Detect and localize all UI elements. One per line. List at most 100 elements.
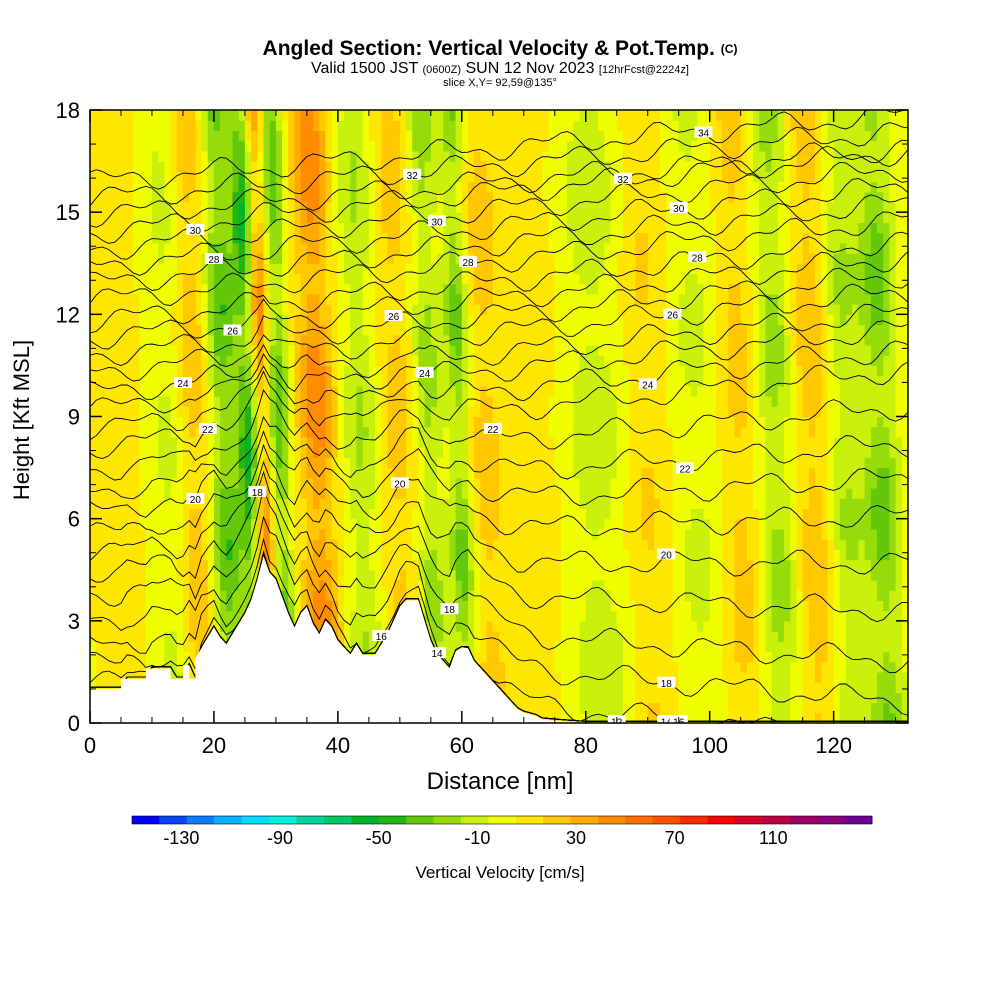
heat-cell xyxy=(591,436,599,448)
heat-cell xyxy=(319,324,327,336)
heat-cell xyxy=(517,416,525,428)
heat-cell xyxy=(195,641,203,653)
heat-cell xyxy=(90,477,97,489)
heat-cell xyxy=(536,488,543,499)
heat-cell xyxy=(133,222,141,234)
heat-cell xyxy=(523,355,531,367)
heat-cell xyxy=(114,447,122,458)
heat-cell xyxy=(151,365,159,377)
heat-cell xyxy=(251,161,258,172)
heat-cell xyxy=(120,518,128,530)
heat-cell xyxy=(151,293,159,305)
heat-cell xyxy=(251,304,258,315)
heat-cell xyxy=(424,161,432,172)
heat-cell xyxy=(269,253,277,264)
heat-cell xyxy=(492,232,500,244)
heat-cell xyxy=(120,191,128,203)
heat-cell xyxy=(548,140,556,152)
heat-cell xyxy=(511,620,519,632)
heat-cell xyxy=(294,273,302,285)
heat-cell xyxy=(176,590,184,601)
heat-cell xyxy=(591,467,599,479)
heat-cell xyxy=(145,191,153,203)
heat-cell xyxy=(139,528,147,540)
heat-cell xyxy=(591,283,599,295)
heat-cell xyxy=(567,477,574,489)
heat-cell xyxy=(480,416,488,428)
heat-cell xyxy=(127,549,134,561)
heat-cell xyxy=(108,110,116,121)
heat-cell xyxy=(170,181,178,193)
heat-cell xyxy=(424,355,432,367)
heat-cell xyxy=(381,518,389,530)
heat-cell xyxy=(554,528,562,540)
chart-subtitle: Valid 1500 JST (0600Z) SUN 12 Nov 2023 [… xyxy=(311,60,689,77)
heat-cell xyxy=(598,324,605,336)
heat-cell xyxy=(133,539,141,550)
heat-cell xyxy=(350,600,358,612)
heat-cell xyxy=(437,590,444,601)
heat-cell xyxy=(387,222,395,234)
heat-cell xyxy=(182,610,190,622)
heat-cell xyxy=(381,304,389,315)
heat-cell xyxy=(554,191,562,203)
heat-cell xyxy=(375,222,382,234)
heat-cell xyxy=(96,365,103,377)
heat-cell xyxy=(437,181,444,193)
heat-cell xyxy=(275,273,283,285)
heat-cell xyxy=(461,600,469,612)
heat-cell xyxy=(133,406,141,418)
heat-cell xyxy=(554,253,562,264)
heat-cell xyxy=(542,181,550,193)
heat-cell xyxy=(344,375,351,387)
heat-cell xyxy=(356,508,364,520)
heat-cell xyxy=(151,355,159,367)
heat-cell xyxy=(560,579,568,591)
heat-cell xyxy=(275,334,283,346)
heat-cell xyxy=(554,559,562,571)
heat-cell xyxy=(263,263,271,275)
heat-cell xyxy=(127,181,134,193)
heat-cell xyxy=(127,344,134,356)
heat-cell xyxy=(145,539,153,550)
heat-cell xyxy=(331,161,339,172)
heat-cell xyxy=(96,212,103,223)
heat-cell xyxy=(313,385,320,397)
heat-cell xyxy=(300,263,308,275)
heat-cell xyxy=(319,488,327,499)
heat-cell xyxy=(306,304,314,315)
heat-cell xyxy=(430,385,438,397)
heat-cell xyxy=(251,528,258,540)
heat-cell xyxy=(226,631,234,642)
heat-cell xyxy=(542,651,550,663)
heat-cell xyxy=(201,518,209,530)
heat-cell xyxy=(288,232,296,244)
heat-cell xyxy=(176,539,184,550)
heat-cell xyxy=(548,702,556,714)
heat-cell xyxy=(313,590,320,601)
heat-cell xyxy=(461,569,469,581)
heat-cell xyxy=(232,344,240,356)
heat-cell xyxy=(325,150,333,162)
heat-cell xyxy=(350,222,358,234)
heat-cell xyxy=(350,396,358,407)
heat-cell xyxy=(474,641,482,653)
heat-cell xyxy=(288,610,296,622)
heat-cell xyxy=(102,579,110,591)
heat-cell xyxy=(368,375,376,387)
heat-cell xyxy=(325,416,333,428)
heat-cell xyxy=(517,436,525,448)
heat-cell xyxy=(356,590,364,601)
heat-cell xyxy=(362,569,370,581)
heat-cell xyxy=(294,212,302,223)
heat-cell xyxy=(412,304,420,315)
heat-cell xyxy=(406,355,413,367)
heat-cell xyxy=(368,324,376,336)
heat-cell xyxy=(480,201,488,213)
heat-cell xyxy=(517,324,525,336)
heat-cell xyxy=(598,702,605,714)
heat-cell xyxy=(517,140,525,152)
heat-cell xyxy=(269,181,277,193)
heat-cell xyxy=(418,293,426,305)
heat-cell xyxy=(356,488,364,499)
